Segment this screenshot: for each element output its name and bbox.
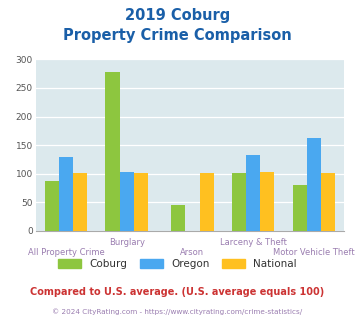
Bar	[260, 172, 274, 231]
Bar	[45, 181, 59, 231]
Bar	[232, 173, 246, 231]
Bar	[200, 173, 214, 231]
Bar	[321, 173, 335, 231]
Bar	[59, 157, 73, 231]
Bar	[246, 155, 260, 231]
Bar	[120, 172, 134, 231]
Text: Larceny & Theft: Larceny & Theft	[220, 238, 286, 247]
Bar	[134, 173, 148, 231]
Text: All Property Crime: All Property Crime	[27, 248, 104, 257]
Text: Arson: Arson	[180, 248, 204, 257]
Text: 2019 Coburg: 2019 Coburg	[125, 8, 230, 23]
Text: © 2024 CityRating.com - https://www.cityrating.com/crime-statistics/: © 2024 CityRating.com - https://www.city…	[53, 309, 302, 315]
Text: Motor Vehicle Theft: Motor Vehicle Theft	[273, 248, 355, 257]
Text: Property Crime Comparison: Property Crime Comparison	[63, 28, 292, 43]
Legend: Coburg, Oregon, National: Coburg, Oregon, National	[54, 254, 301, 273]
Bar	[307, 138, 321, 231]
Bar	[73, 173, 87, 231]
Bar	[293, 185, 307, 231]
Text: Compared to U.S. average. (U.S. average equals 100): Compared to U.S. average. (U.S. average …	[31, 287, 324, 297]
Bar	[105, 72, 120, 231]
Bar	[171, 205, 185, 231]
Text: Burglary: Burglary	[109, 238, 144, 247]
